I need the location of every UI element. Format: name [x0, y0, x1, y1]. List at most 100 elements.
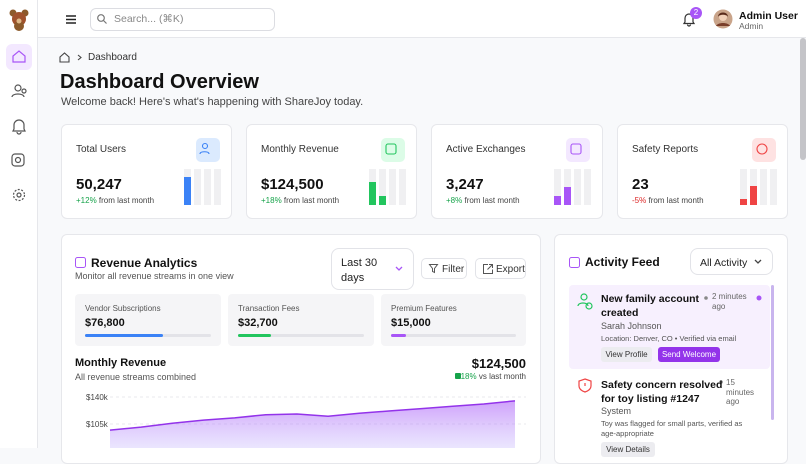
stat-icons	[199, 142, 768, 155]
stat-value: $124,500	[261, 176, 324, 193]
progress-track	[391, 334, 516, 337]
stream-amount: $32,700	[238, 317, 278, 329]
send-welcome-button[interactable]: Send Welcome	[658, 347, 720, 362]
menu-button[interactable]	[66, 15, 76, 24]
change-note: from last month	[648, 196, 704, 205]
stat-card: Total Users 50,247 +12% from last month	[61, 124, 232, 219]
trend-track	[770, 169, 777, 205]
search-icon	[97, 14, 107, 24]
period-dropdown[interactable]: Last 30 days	[331, 248, 414, 290]
activity-icon	[569, 257, 580, 268]
revenue-chart: $140k $105k	[86, 393, 526, 448]
view-details-button[interactable]: View Details	[601, 442, 655, 457]
stat-change: -5% from last month	[632, 196, 704, 205]
stream-card: Vendor Subscriptions $76,800	[75, 294, 221, 346]
trend-bar	[750, 185, 757, 205]
activity-item-actor: System	[601, 406, 632, 416]
progress-fill	[238, 334, 271, 337]
view-profile-button[interactable]: View Profile	[601, 347, 652, 362]
trend-track	[574, 169, 581, 205]
trend-track	[399, 169, 406, 205]
page-subtitle: Welcome back! Here's what's happening wi…	[61, 96, 364, 108]
trend-track	[214, 169, 221, 205]
change: -5%	[632, 196, 647, 205]
progress-fill	[85, 334, 164, 337]
change-note: from last month	[464, 196, 520, 205]
search-box[interactable]	[90, 8, 275, 31]
change-note: vs last month	[478, 372, 526, 381]
change: +8%	[446, 196, 463, 205]
stat-label: Safety Reports	[632, 144, 699, 155]
trend-track	[740, 169, 747, 205]
filter-icon	[428, 264, 439, 274]
stat-label: Active Exchanges	[446, 144, 526, 155]
scrollbar[interactable]	[800, 38, 806, 160]
area	[110, 400, 515, 448]
export-button[interactable]: Export	[475, 258, 526, 279]
revenue-icon	[75, 257, 86, 268]
stream-label: Transaction Fees	[238, 304, 300, 313]
trend-track	[194, 169, 201, 205]
stat-change: +8% from last month	[446, 196, 520, 205]
nav-home[interactable]	[6, 44, 32, 70]
stream-label: Premium Features	[391, 304, 457, 313]
page: Search... (⌘K) 2 Admin User Admin Dashbo…	[6, 0, 806, 464]
stat-icon	[196, 138, 220, 162]
trend-track	[760, 169, 767, 205]
trend-track	[584, 169, 591, 205]
stat-change: +12% from last month	[76, 196, 154, 205]
progress-fill	[391, 334, 406, 337]
trend-bar	[184, 176, 191, 205]
stream-amount: $76,800	[85, 317, 125, 329]
progress-track	[238, 334, 364, 337]
change: 18%	[460, 372, 477, 381]
stat-value: 23	[632, 176, 649, 193]
stat-icon	[566, 138, 590, 162]
trend-bar	[379, 196, 386, 205]
stat-card: Monthly Revenue $124,500 +18% from last …	[246, 124, 417, 219]
stat-value: 50,247	[76, 176, 122, 193]
trend-track	[554, 169, 561, 205]
stat-icon	[381, 138, 405, 162]
chevron	[395, 266, 403, 271]
stat-label: Monthly Revenue	[261, 144, 339, 155]
trend-track	[379, 169, 386, 205]
filter-label: Filter	[442, 264, 465, 275]
change-note: from last month	[98, 196, 155, 205]
trend-bar	[740, 198, 747, 205]
stat-change: +18% from last month	[261, 196, 339, 205]
revenue-title: Revenue Analytics	[91, 256, 198, 270]
change-note: from last month	[283, 196, 340, 205]
nav-icons	[11, 50, 27, 202]
activity-item-actor: Sarah Johnson	[601, 321, 662, 331]
breadcrumb-current: Dashboard	[88, 52, 137, 63]
page-title: Dashboard Overview	[60, 71, 259, 93]
notification-badge: 2	[690, 7, 702, 19]
trend-track	[750, 169, 757, 205]
activity-item-time: 2 minutes ago	[712, 292, 747, 311]
trend-bar	[554, 196, 561, 205]
avatar[interactable]	[713, 9, 733, 29]
activity-icons	[577, 293, 762, 393]
activity-scrollbar[interactable]	[771, 285, 774, 420]
activity-item-title: Safety concern resolved for toy listing …	[601, 379, 723, 405]
stat-card: Active Exchanges 3,247 +8% from last mon…	[431, 124, 603, 219]
breadcrumb-home[interactable]	[59, 52, 83, 63]
y-tick-label: $140k	[86, 393, 109, 402]
activity-filter-label: All Activity	[700, 257, 748, 269]
trend-track	[369, 169, 376, 205]
chevron	[754, 259, 762, 264]
stat-value: 3,247	[446, 176, 484, 193]
monthly-subtitle: All revenue streams combined	[75, 372, 197, 382]
trend-track	[184, 169, 191, 205]
filter-button[interactable]: Filter	[421, 258, 467, 279]
stat-label: Total Users	[76, 144, 127, 155]
activity-filter[interactable]: All Activity	[690, 248, 773, 275]
stat-icon	[752, 138, 776, 162]
revenue-subtitle: Monitor all revenue streams in one view	[75, 271, 234, 281]
logo	[9, 9, 29, 31]
activity-item-title: New family account created	[601, 293, 700, 319]
activity-item-detail: Toy was flagged for small parts, verifie…	[601, 419, 743, 438]
stream-amount: $15,000	[391, 317, 431, 329]
activity-title: Activity Feed	[585, 255, 660, 269]
